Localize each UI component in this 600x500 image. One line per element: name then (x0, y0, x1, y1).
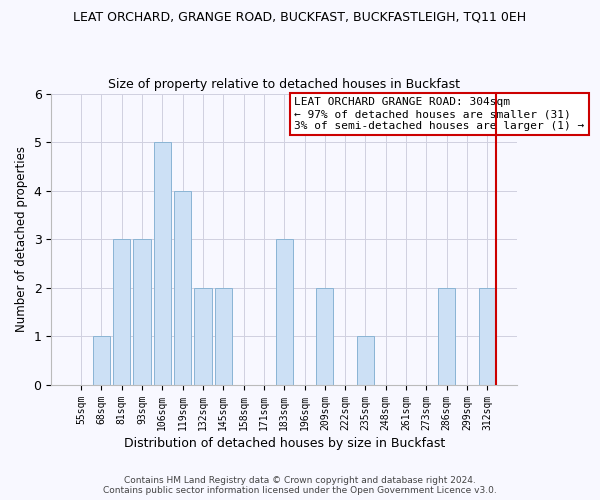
Text: Contains HM Land Registry data © Crown copyright and database right 2024.
Contai: Contains HM Land Registry data © Crown c… (103, 476, 497, 495)
Bar (316, 288, 334, 385)
Bar (438, 288, 455, 385)
Bar (174, 190, 191, 385)
Bar (113, 240, 130, 385)
Bar (194, 288, 212, 385)
Bar (479, 288, 496, 385)
Title: Size of property relative to detached houses in Buckfast: Size of property relative to detached ho… (108, 78, 460, 91)
Bar (357, 336, 374, 385)
Text: LEAT ORCHARD GRANGE ROAD: 304sqm
← 97% of detached houses are smaller (31)
3% of: LEAT ORCHARD GRANGE ROAD: 304sqm ← 97% o… (295, 98, 584, 130)
Bar (275, 240, 293, 385)
Bar (154, 142, 171, 385)
Text: LEAT ORCHARD, GRANGE ROAD, BUCKFAST, BUCKFASTLEIGH, TQ11 0EH: LEAT ORCHARD, GRANGE ROAD, BUCKFAST, BUC… (73, 10, 527, 23)
Bar (133, 240, 151, 385)
Y-axis label: Number of detached properties: Number of detached properties (15, 146, 28, 332)
Bar (93, 336, 110, 385)
X-axis label: Distribution of detached houses by size in Buckfast: Distribution of detached houses by size … (124, 437, 445, 450)
Bar (215, 288, 232, 385)
